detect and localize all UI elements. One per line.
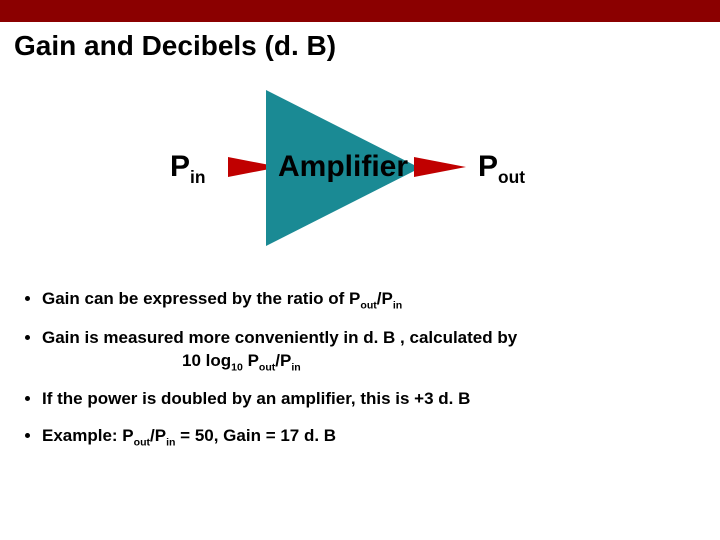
pin-base: P bbox=[170, 150, 190, 183]
b2-is3: in bbox=[291, 361, 300, 373]
bullet-list: Gain can be expressed by the ratio of Po… bbox=[0, 288, 720, 450]
slide: Gain and Decibels (d. B) Pin Amplifier P… bbox=[0, 0, 720, 540]
slide-title: Gain and Decibels (d. B) bbox=[0, 22, 720, 62]
b2-indent: 10 log10 Pout/Pin bbox=[42, 350, 692, 375]
b1-b: /P bbox=[377, 289, 393, 308]
b1-a: Gain can be expressed by the ratio of P bbox=[42, 289, 360, 308]
header-bar bbox=[0, 0, 720, 22]
pout-sub: out bbox=[498, 167, 525, 187]
b2-a: Gain is measured more conveniently in d.… bbox=[42, 328, 517, 347]
pout-label: Pout bbox=[478, 150, 525, 188]
pin-label: Pin bbox=[170, 150, 205, 188]
b2-ic: /P bbox=[275, 351, 291, 370]
b4-b: /P bbox=[150, 426, 166, 445]
amplifier-label: Amplifier bbox=[278, 150, 408, 184]
b4-s1: out bbox=[134, 437, 150, 449]
b1-sub1: out bbox=[360, 299, 376, 311]
b1-sub2: in bbox=[393, 299, 402, 311]
b2-ia: 10 log bbox=[182, 351, 231, 370]
bullet-3: If the power is doubled by an amplifier,… bbox=[42, 388, 692, 411]
amplifier-diagram: Pin Amplifier Pout bbox=[0, 90, 720, 270]
arrow-out-icon bbox=[414, 157, 466, 177]
bullet-4: Example: Pout/Pin = 50, Gain = 17 d. B bbox=[42, 425, 692, 450]
b2-is2: out bbox=[259, 361, 275, 373]
b2-is1: 10 bbox=[231, 361, 243, 373]
pout-base: P bbox=[478, 150, 498, 183]
b4-c: = 50, Gain = 17 d. B bbox=[175, 426, 336, 445]
b4-a: Example: P bbox=[42, 426, 134, 445]
b2-ib: P bbox=[243, 351, 259, 370]
pin-sub: in bbox=[190, 167, 205, 187]
bullet-1: Gain can be expressed by the ratio of Po… bbox=[42, 288, 692, 313]
bullet-2: Gain is measured more conveniently in d.… bbox=[42, 327, 692, 375]
